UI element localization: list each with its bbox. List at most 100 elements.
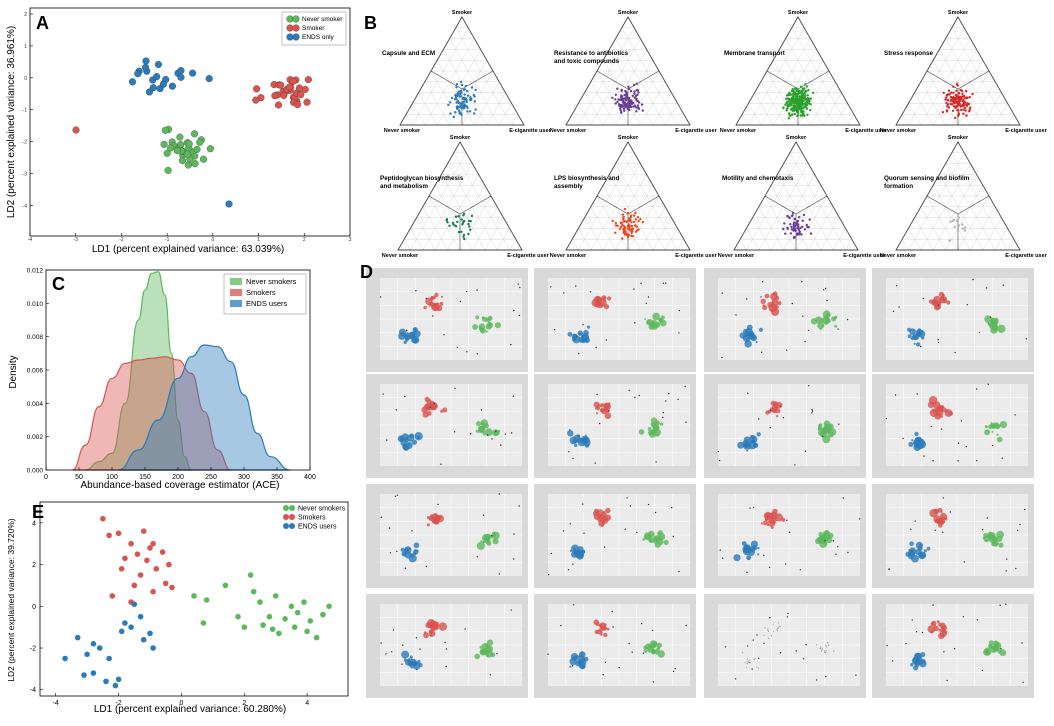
- bubble-point: [988, 644, 992, 648]
- ternary-point: [807, 97, 811, 101]
- panel-a-xtick-label: 3: [349, 237, 352, 243]
- bubble-point-small: [419, 648, 421, 650]
- panel-a-ytick-label: -3: [23, 171, 28, 177]
- panel-e-legend-marker: [283, 514, 289, 520]
- bubble-point-small: [914, 520, 916, 522]
- ternary-point: [945, 94, 949, 97]
- bubble-point-small: [401, 663, 403, 665]
- bubble-point: [657, 531, 661, 536]
- bubble-point-small: [779, 652, 782, 654]
- bubble-point: [988, 640, 994, 646]
- ternary-point: [455, 83, 459, 86]
- ternary-point: [782, 227, 785, 231]
- ternary-point: [787, 98, 791, 101]
- bubble-point: [910, 663, 914, 667]
- bubble-point: [417, 660, 421, 664]
- panel-e-point: [106, 655, 112, 662]
- ternary-point: [456, 100, 460, 103]
- bubble-point: [764, 293, 770, 299]
- panel-e-point: [137, 572, 144, 578]
- ternary-point: [948, 93, 951, 96]
- bubble-point-small: [957, 460, 959, 462]
- panel-a-label: A: [36, 13, 49, 33]
- bubble-point-small: [954, 351, 956, 354]
- ternary-divider: [764, 195, 797, 215]
- bubble-point: [583, 438, 589, 444]
- bubble-plot-2-3: [872, 484, 1034, 588]
- bubble-point: [771, 405, 777, 410]
- bubble-point-small: [638, 394, 640, 397]
- bubble-point: [569, 436, 578, 445]
- bubble-point-small: [553, 328, 556, 331]
- bubble-point-small: [647, 296, 650, 298]
- ternary-point: [466, 89, 469, 93]
- panel-e-frame: [39, 501, 349, 697]
- bubble-point: [487, 321, 492, 326]
- panel-c-legend-label: Never smokers: [246, 277, 297, 286]
- bubble-point-small: [612, 626, 614, 628]
- ternary-point: [637, 228, 640, 231]
- bubble-point: [646, 320, 651, 325]
- bubble-point: [927, 625, 936, 634]
- ternary-gridline: [902, 239, 909, 251]
- bubble-point-small: [756, 634, 758, 636]
- panel-e-point: [134, 551, 141, 557]
- ternary-point: [621, 98, 624, 101]
- ternary-point: [796, 232, 799, 235]
- panel-e-xtick-label: 4: [305, 700, 309, 707]
- bubble-point-small: [835, 553, 837, 555]
- ternary-point: [811, 91, 815, 95]
- bubble-point: [780, 626, 782, 628]
- ternary-point: [784, 232, 787, 235]
- panel-a-ytick-label: 1: [24, 44, 27, 50]
- ternary-point: [791, 87, 794, 91]
- ternary-point: [796, 94, 799, 97]
- ternary-point: [956, 105, 959, 108]
- panel-e-legend-marker: [289, 523, 295, 529]
- ternary-point: [635, 110, 638, 113]
- bubble-point: [773, 409, 777, 413]
- bubble-point-small: [779, 405, 781, 407]
- ternary-point: [460, 106, 463, 110]
- ternary-point: [792, 236, 796, 239]
- ternary-point: [618, 227, 621, 230]
- ternary-point: [801, 99, 804, 102]
- panel-a-point: [193, 145, 201, 153]
- bubble-point-small: [910, 528, 912, 530]
- bubble-point: [762, 304, 765, 307]
- bubble-point-small: [987, 383, 989, 385]
- panel-e-point: [118, 628, 125, 635]
- bubble-point-small: [858, 518, 861, 520]
- bubble-plot-1-1: [534, 374, 696, 478]
- bubble-point: [917, 545, 923, 552]
- bubble-point-small: [746, 298, 748, 300]
- ternary-point: [800, 95, 803, 98]
- bubble-point-small: [1016, 529, 1019, 532]
- bubble-point: [601, 295, 607, 301]
- panel-c-xtick-label: 350: [271, 474, 283, 481]
- ternary-divider: [797, 70, 830, 90]
- ternary-point: [786, 103, 790, 107]
- bubble-point: [481, 534, 490, 542]
- ternary-gridline: [752, 217, 772, 251]
- bubble-point: [758, 327, 763, 332]
- bubble-point-small: [957, 442, 960, 444]
- ternary-vertex-left: Never smoker: [382, 253, 419, 259]
- ternary-point: [459, 80, 463, 84]
- bubble-point: [777, 301, 782, 306]
- panel-e-legend-marker: [283, 523, 289, 529]
- ternary-point: [799, 226, 802, 230]
- ternary-point: [956, 100, 959, 104]
- bubble-point-small: [920, 345, 922, 348]
- bubble-point: [737, 441, 745, 449]
- bubble-point: [777, 627, 779, 629]
- bubble-point: [485, 330, 488, 333]
- bubble-point: [596, 404, 601, 408]
- bubble-point: [596, 296, 602, 303]
- panel-e-point: [109, 593, 116, 599]
- bubble-point-small: [589, 291, 592, 293]
- bubble-point-small: [684, 385, 686, 388]
- bubble-point: [991, 430, 994, 433]
- bubble-point: [932, 408, 938, 414]
- bubble-point-small: [892, 310, 895, 312]
